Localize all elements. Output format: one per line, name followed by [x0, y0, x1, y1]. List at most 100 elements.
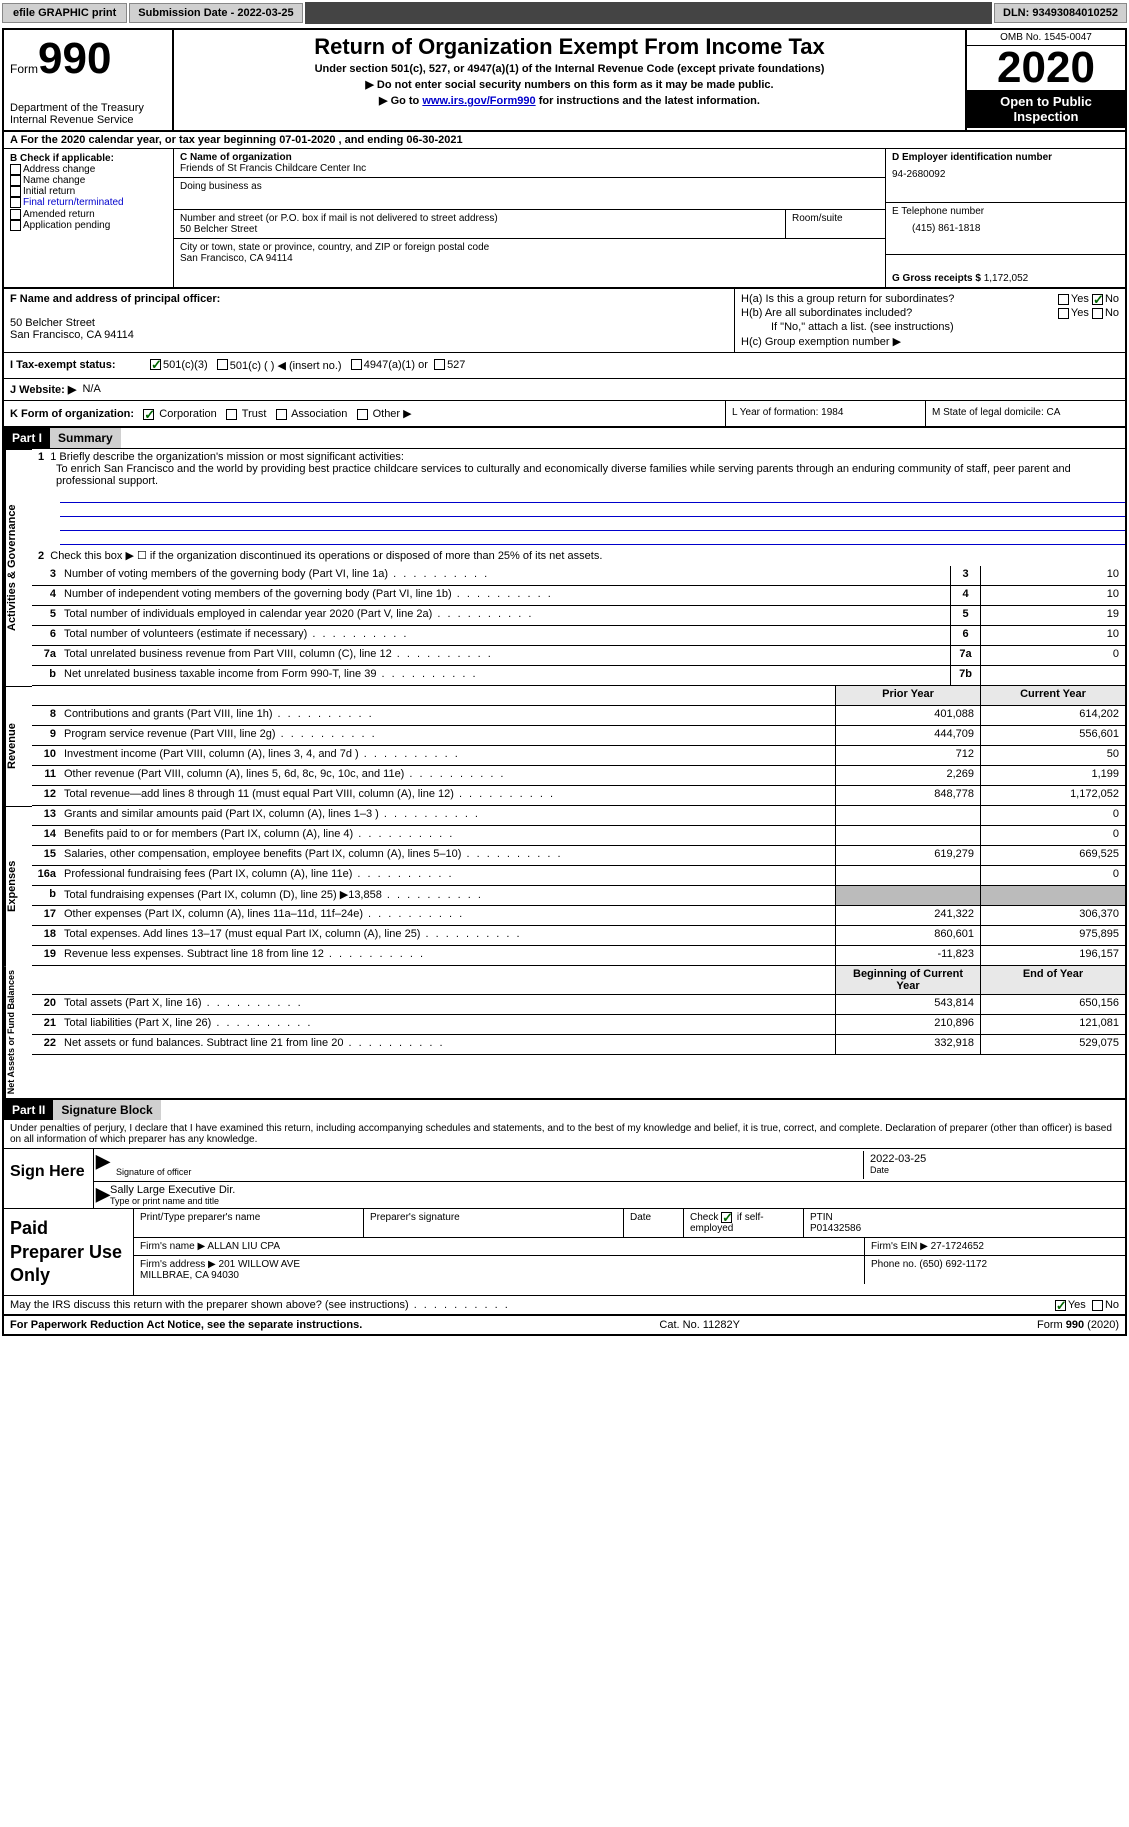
cb-assoc[interactable] — [276, 409, 287, 420]
line-17: 17 Other expenses (Part IX, column (A), … — [32, 906, 1125, 926]
cb-527[interactable] — [434, 359, 445, 370]
cb-initial-return[interactable] — [10, 186, 21, 197]
ha-no[interactable] — [1092, 294, 1103, 305]
side-revenue: Revenue — [4, 686, 32, 806]
row-b: B Check if applicable: Address change Na… — [4, 149, 1125, 289]
paid-preparer-row: Paid Preparer Use Only Print/Type prepar… — [4, 1208, 1125, 1295]
footer-right: Form 990 (2020) — [1037, 1319, 1119, 1331]
mission-text: To enrich San Francisco and the world by… — [38, 463, 1119, 487]
subdate-label: Submission Date - 2022-03-25 — [129, 3, 302, 23]
firm-phone-cell: Phone no. (650) 692-1172 — [865, 1256, 1125, 1284]
line-15: 15 Salaries, other compensation, employe… — [32, 846, 1125, 866]
ha-yes[interactable] — [1058, 294, 1069, 305]
line-14: 14 Benefits paid to or for members (Part… — [32, 826, 1125, 846]
subtitle-3: ▶ Go to www.irs.gov/Form990 for instruct… — [180, 94, 959, 107]
h-group: H(a) Is this a group return for subordin… — [735, 289, 1125, 352]
hb-no[interactable] — [1092, 308, 1103, 319]
line-3: 3 Number of voting members of the govern… — [32, 566, 1125, 586]
row-k-form-org: K Form of organization: Corporation Trus… — [4, 401, 1125, 428]
line-16a: 16a Professional fundraising fees (Part … — [32, 866, 1125, 886]
line-9: 9 Program service revenue (Part VIII, li… — [32, 726, 1125, 746]
line2: 2 Check this box ▶ ☐ if the organization… — [32, 545, 1125, 566]
tel-cell: E Telephone number (415) 861-1818 — [886, 203, 1125, 255]
hdr-current: Current Year — [980, 686, 1125, 705]
topbar-spacer — [305, 2, 992, 24]
ptin-cell: PTINP01432586 — [804, 1209, 1125, 1237]
f-officer: F Name and address of principal officer:… — [4, 289, 735, 352]
section-f-h: F Name and address of principal officer:… — [4, 289, 1125, 353]
irs-link[interactable]: www.irs.gov/Form990 — [422, 95, 535, 107]
discuss-yes[interactable] — [1055, 1300, 1066, 1311]
col-c-org-info: C Name of organization Friends of St Fra… — [174, 149, 885, 287]
subtitle-1: Under section 501(c), 527, or 4947(a)(1)… — [180, 63, 959, 75]
org-name-cell: C Name of organization Friends of St Fra… — [174, 149, 885, 178]
discuss-no[interactable] — [1092, 1300, 1103, 1311]
row-i-tax-status: I Tax-exempt status: 501(c)(3) 501(c) ( … — [4, 353, 1125, 379]
firm-addr-cell: Firm's address ▶ 201 WILLOW AVE MILLBRAE… — [134, 1256, 865, 1284]
header-right: OMB No. 1545-0047 2020 Open to Public In… — [965, 30, 1125, 130]
line-10: 10 Investment income (Part VIII, column … — [32, 746, 1125, 766]
form-title: Return of Organization Exempt From Incom… — [180, 34, 959, 60]
firm-name-cell: Firm's name ▶ ALLAN LIU CPA — [134, 1238, 865, 1255]
line-18: 18 Total expenses. Add lines 13–17 (must… — [32, 926, 1125, 946]
form-990: Form990 Department of the Treasury Inter… — [2, 28, 1127, 1336]
side-netassets: Net Assets or Fund Balances — [4, 966, 32, 1098]
expenses-block: Expenses 13 Grants and similar amounts p… — [4, 806, 1125, 966]
line-6: 6 Total number of volunteers (estimate i… — [32, 626, 1125, 646]
line-b: b Total fundraising expenses (Part IX, c… — [32, 886, 1125, 906]
m-state: M State of legal domicile: CA — [925, 401, 1125, 426]
l-year: L Year of formation: 1984 — [725, 401, 925, 426]
row-j-website: J Website: ▶ N/A — [4, 379, 1125, 401]
footer-mid: Cat. No. 11282Y — [659, 1319, 740, 1331]
efile-print-btn[interactable]: efile GRAPHIC print — [2, 3, 127, 23]
street-cell: Number and street (or P.O. box if mail i… — [174, 210, 785, 239]
header-left: Form990 Department of the Treasury Inter… — [4, 30, 174, 130]
cb-final-return[interactable] — [10, 197, 21, 208]
line-7a: 7a Total unrelated business revenue from… — [32, 646, 1125, 666]
line-13: 13 Grants and similar amounts paid (Part… — [32, 806, 1125, 826]
open-inspection: Open to Public Inspection — [967, 90, 1125, 128]
self-employed-cell: Check if self-employed — [684, 1209, 804, 1237]
discuss-row: May the IRS discuss this return with the… — [4, 1295, 1125, 1314]
line-11: 11 Other revenue (Part VIII, column (A),… — [32, 766, 1125, 786]
cb-amended[interactable] — [10, 209, 21, 220]
ha-label: H(a) Is this a group return for subordin… — [741, 293, 981, 305]
ein-cell: D Employer identification number 94-2680… — [886, 149, 1125, 203]
line-20: 20 Total assets (Part X, line 16) 543,81… — [32, 995, 1125, 1015]
gross-cell: G Gross receipts $ 1,172,052 — [886, 255, 1125, 287]
dln-box: DLN: 93493084010252 — [994, 3, 1127, 23]
cb-name-change[interactable] — [10, 175, 21, 186]
line-4: 4 Number of independent voting members o… — [32, 586, 1125, 606]
part1-body: Activities & Governance 1 1 Briefly desc… — [4, 449, 1125, 686]
line-19: 19 Revenue less expenses. Subtract line … — [32, 946, 1125, 966]
hb-label: H(b) Are all subordinates included? — [741, 307, 981, 319]
paid-preparer-label: Paid Preparer Use Only — [4, 1209, 134, 1295]
cb-501c[interactable] — [217, 359, 228, 370]
header-row: Form990 Department of the Treasury Inter… — [4, 30, 1125, 132]
revenue-block: Revenue Prior Year Current Year 8 Contri… — [4, 686, 1125, 806]
line-b: b Net unrelated business taxable income … — [32, 666, 1125, 686]
dept-treasury: Department of the Treasury Internal Reve… — [10, 102, 166, 126]
cb-corp[interactable] — [143, 409, 154, 420]
side-expenses: Expenses — [4, 806, 32, 966]
preparer-date-hdr: Date — [624, 1209, 684, 1237]
cb-501c3[interactable] — [150, 359, 161, 370]
cb-app-pending[interactable] — [10, 220, 21, 231]
footer-row: For Paperwork Reduction Act Notice, see … — [4, 1314, 1125, 1334]
cb-address-change[interactable] — [10, 164, 21, 175]
cb-4947[interactable] — [351, 359, 362, 370]
cb-other[interactable] — [357, 409, 368, 420]
cb-trust[interactable] — [226, 409, 237, 420]
firm-ein-cell: Firm's EIN ▶ 27-1724652 — [865, 1238, 1125, 1255]
cb-self-employed[interactable] — [721, 1212, 732, 1223]
hdr-end: End of Year — [980, 966, 1125, 994]
perjury-declaration: Under penalties of perjury, I declare th… — [4, 1120, 1125, 1148]
hc-label: H(c) Group exemption number ▶ — [741, 335, 1119, 348]
hdr-prior: Prior Year — [835, 686, 980, 705]
row-a-tax-year: A For the 2020 calendar year, or tax yea… — [4, 132, 1125, 149]
part2-header: Part IISignature Block — [4, 1100, 1125, 1120]
col-b-checkboxes: B Check if applicable: Address change Na… — [4, 149, 174, 287]
city-cell: City or town, state or province, country… — [174, 239, 885, 267]
header-mid: Return of Organization Exempt From Incom… — [174, 30, 965, 130]
hb-yes[interactable] — [1058, 308, 1069, 319]
